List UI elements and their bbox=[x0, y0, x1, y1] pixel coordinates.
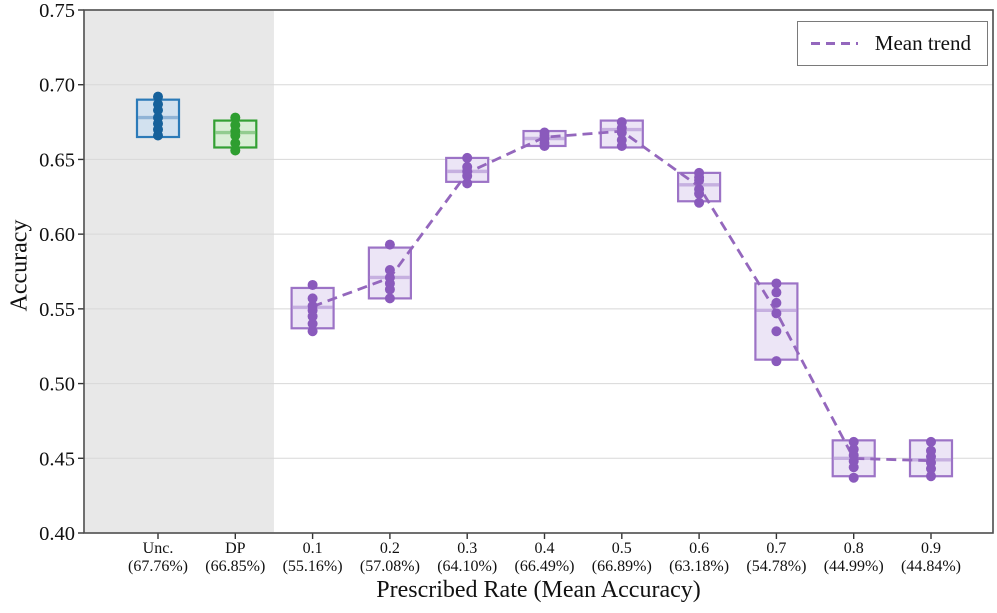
data-point bbox=[307, 326, 318, 337]
data-point bbox=[307, 279, 318, 290]
x-tick-mean-label: (63.18%) bbox=[669, 558, 729, 575]
x-tick-label: Unc. bbox=[143, 540, 174, 557]
data-point bbox=[462, 170, 473, 181]
x-tick-mean-label: (67.76%) bbox=[128, 558, 188, 575]
data-point bbox=[926, 436, 936, 447]
data-point bbox=[307, 311, 318, 322]
data-point bbox=[694, 197, 705, 208]
y-tick-label: 0.50 bbox=[39, 374, 75, 396]
data-point bbox=[230, 130, 241, 141]
y-tick-label: 0.40 bbox=[39, 523, 75, 545]
x-tick-label: 0.4 bbox=[535, 540, 555, 557]
y-tick-label: 0.75 bbox=[39, 0, 75, 22]
data-point bbox=[771, 278, 782, 289]
data-point bbox=[230, 145, 241, 156]
x-tick-label: 0.3 bbox=[457, 540, 477, 557]
data-point bbox=[384, 239, 395, 250]
data-point bbox=[771, 356, 782, 367]
data-point bbox=[771, 326, 782, 337]
data-point bbox=[307, 293, 318, 304]
data-point bbox=[153, 130, 163, 141]
x-tick-label: 0.6 bbox=[689, 540, 709, 557]
data-point bbox=[848, 462, 859, 473]
plot-frame bbox=[83, 9, 994, 534]
data-point bbox=[694, 188, 705, 199]
x-tick-label: 0.5 bbox=[612, 540, 632, 557]
y-axis-label: Accuracy bbox=[6, 219, 33, 312]
data-point bbox=[616, 127, 627, 138]
data-point bbox=[462, 178, 473, 189]
y-tick-label: 0.70 bbox=[39, 75, 75, 97]
x-tick-mean-label: (57.08%) bbox=[360, 558, 420, 575]
x-tick-mean-label: (66.85%) bbox=[205, 558, 265, 575]
data-point bbox=[771, 297, 782, 308]
x-tick-label: 0.2 bbox=[380, 540, 400, 557]
x-tick-label: 0.1 bbox=[303, 540, 323, 557]
data-point bbox=[230, 112, 241, 123]
data-point bbox=[771, 287, 782, 298]
data-point bbox=[384, 293, 395, 304]
x-tick-mean-label: (44.84%) bbox=[901, 558, 961, 575]
legend-label: Mean trend bbox=[874, 31, 971, 55]
x-tick-label: 0.8 bbox=[844, 540, 864, 557]
data-point bbox=[307, 318, 318, 329]
baseline-shaded-region bbox=[84, 10, 274, 533]
data-point bbox=[462, 152, 473, 163]
y-tick-label: 0.65 bbox=[39, 149, 75, 171]
y-tick-label: 0.55 bbox=[39, 299, 75, 321]
y-tick-label: 0.45 bbox=[39, 448, 75, 470]
data-point bbox=[926, 463, 936, 474]
data-point bbox=[539, 140, 550, 151]
data-point bbox=[153, 105, 163, 116]
data-point bbox=[926, 471, 936, 482]
x-tick-label: 0.7 bbox=[766, 540, 786, 557]
data-point bbox=[230, 137, 241, 148]
x-tick-mean-label: (66.89%) bbox=[592, 558, 652, 575]
data-point bbox=[384, 265, 395, 276]
data-point bbox=[771, 308, 782, 319]
y-tick-label: 0.60 bbox=[39, 224, 75, 246]
x-tick-mean-label: (54.78%) bbox=[746, 558, 806, 575]
data-point bbox=[848, 472, 859, 483]
x-axis-label: Prescribed Rate (Mean Accuracy) bbox=[376, 577, 701, 603]
data-point bbox=[384, 284, 395, 295]
x-tick-mean-label: (55.16%) bbox=[283, 558, 343, 575]
mean-trend-line-sample bbox=[810, 41, 858, 46]
x-tick-mean-label: (64.10%) bbox=[437, 558, 497, 575]
x-tick-label: DP bbox=[225, 540, 246, 557]
data-point bbox=[694, 175, 705, 186]
x-tick-mean-label: (66.49%) bbox=[515, 558, 575, 575]
x-tick-label: 0.9 bbox=[921, 540, 941, 557]
data-point bbox=[153, 91, 163, 102]
legend: Mean trend bbox=[796, 21, 988, 66]
data-point bbox=[848, 436, 859, 447]
data-point bbox=[616, 140, 627, 151]
x-tick-mean-label: (44.99%) bbox=[824, 558, 884, 575]
